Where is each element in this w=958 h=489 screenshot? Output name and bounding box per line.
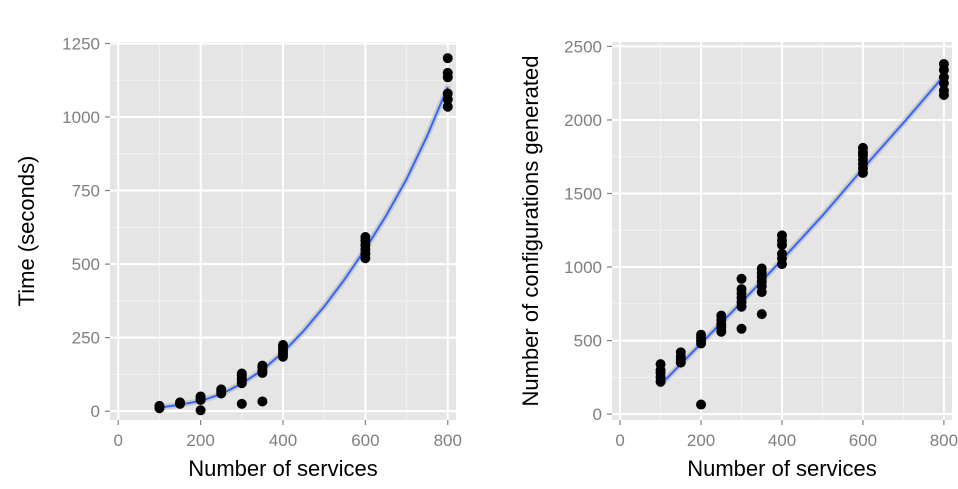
- x-tick-label: 200: [687, 431, 715, 450]
- data-point: [195, 405, 206, 416]
- x-axis-title: Number of services: [687, 456, 877, 481]
- data-point: [938, 59, 949, 70]
- x-tick-label: 400: [768, 431, 796, 450]
- data-point: [360, 232, 371, 243]
- y-tick-label: 1000: [62, 108, 100, 127]
- data-point: [257, 360, 268, 371]
- data-point: [938, 85, 949, 96]
- y-tick-label: 1250: [62, 34, 100, 53]
- data-point: [154, 400, 165, 411]
- data-point: [756, 263, 767, 274]
- chart-panel-2: 0 200 400 600 800 0 500 1000 1500 2000 2500 Number …: [518, 37, 958, 481]
- data-point: [696, 399, 707, 410]
- data-point: [696, 329, 707, 340]
- x-tick-label: 0: [114, 431, 123, 450]
- data-point: [257, 396, 268, 407]
- y-axis-title: Time (seconds): [14, 156, 39, 307]
- data-point: [777, 248, 787, 259]
- data-point: [938, 72, 949, 83]
- y-tick-label: 0: [91, 402, 100, 421]
- data-point: [195, 391, 206, 402]
- y-tick-label: 500: [72, 255, 100, 274]
- data-point: [442, 53, 453, 64]
- data-point: [736, 323, 747, 334]
- data-point: [442, 67, 453, 78]
- data-point: [236, 398, 247, 409]
- data-point: [736, 273, 747, 284]
- y-axis-title: Number of configurations generated: [518, 56, 543, 407]
- data-point: [442, 88, 453, 99]
- data-point: [175, 397, 186, 408]
- y-tick-label: 750: [72, 182, 100, 201]
- data-point: [716, 310, 727, 321]
- smooth-fit-line: [659, 75, 945, 386]
- y-tick-label: 1500: [564, 184, 602, 203]
- chart-panel-1: 0 200 400 600 800 0 250 500 750 1000 1250 Number of…: [14, 34, 462, 481]
- data-point: [756, 309, 767, 320]
- data-point: [236, 368, 247, 379]
- data-point: [655, 359, 666, 370]
- data-point: [857, 142, 868, 153]
- x-tick-label: 600: [351, 431, 379, 450]
- x-tick-label: 0: [615, 431, 624, 450]
- data-point: [736, 284, 747, 295]
- data-point: [216, 384, 227, 395]
- y-tick-label: 2000: [564, 111, 602, 130]
- data-point: [777, 230, 787, 241]
- x-tick-label: 200: [186, 431, 214, 450]
- y-tick-label: 2500: [564, 37, 602, 56]
- y-tick-label: 250: [72, 329, 100, 348]
- data-point: [675, 347, 686, 358]
- y-tick-label: 1000: [564, 258, 602, 277]
- x-tick-label: 800: [930, 431, 958, 450]
- y-tick-label: 0: [593, 405, 602, 424]
- smooth-fit-line: [159, 86, 449, 409]
- x-tick-label: 800: [434, 431, 462, 450]
- data-point: [278, 339, 288, 350]
- x-axis-title: Number of services: [188, 456, 378, 481]
- y-tick-label: 500: [574, 332, 602, 351]
- x-tick-label: 600: [849, 431, 877, 450]
- x-tick-label: 400: [269, 431, 297, 450]
- data-point: [442, 101, 453, 112]
